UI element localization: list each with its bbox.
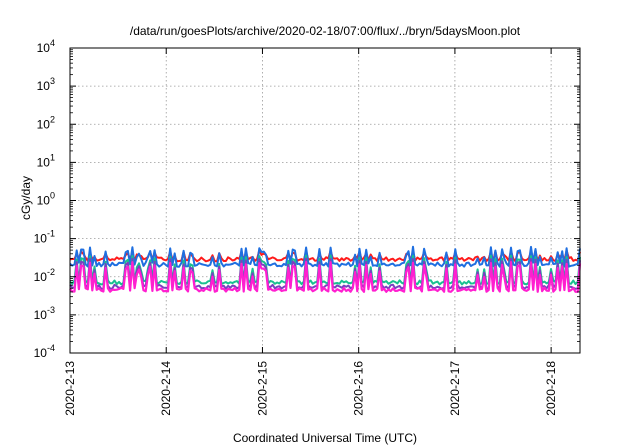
series-line-2: [69, 245, 581, 268]
y-axis: 10-4 10-3 10-2 10-1 100 101 102 103 104: [34, 38, 580, 360]
y-axis-label: cGy/day: [19, 176, 33, 220]
y-tick-label: 10-2: [34, 267, 55, 284]
series-line-5: [69, 261, 582, 293]
y-tick-label: 101: [37, 152, 55, 169]
grid: [70, 48, 580, 353]
series-group: [69, 245, 582, 293]
y-tick-label: 102: [37, 114, 55, 131]
x-axis: 2020-2-13 2020-2-14 2020-2-15 2020-2-16 2020…: [63, 48, 558, 416]
x-tick-label: 2020-2-17: [448, 361, 462, 416]
x-axis-label: Coordinated Universal Time (UTC): [233, 431, 417, 445]
y-tick-label: 100: [37, 191, 55, 208]
y-tick-label: 10-1: [34, 229, 55, 246]
x-tick-label: 2020-2-18: [544, 361, 558, 416]
chart-title: /data/run/goesPlots/archive/2020-02-18/0…: [130, 24, 521, 38]
y-tick-label: 104: [37, 38, 55, 55]
y-tick-label: 10-4: [34, 343, 55, 360]
y-tick-label: 10-3: [34, 305, 55, 322]
x-tick-label: 2020-2-14: [159, 361, 173, 416]
y-tick-label: 103: [37, 76, 55, 93]
x-tick-label: 2020-2-15: [255, 361, 269, 416]
x-tick-label: 2020-2-16: [352, 361, 366, 416]
x-tick-label: 2020-2-13: [63, 361, 77, 416]
